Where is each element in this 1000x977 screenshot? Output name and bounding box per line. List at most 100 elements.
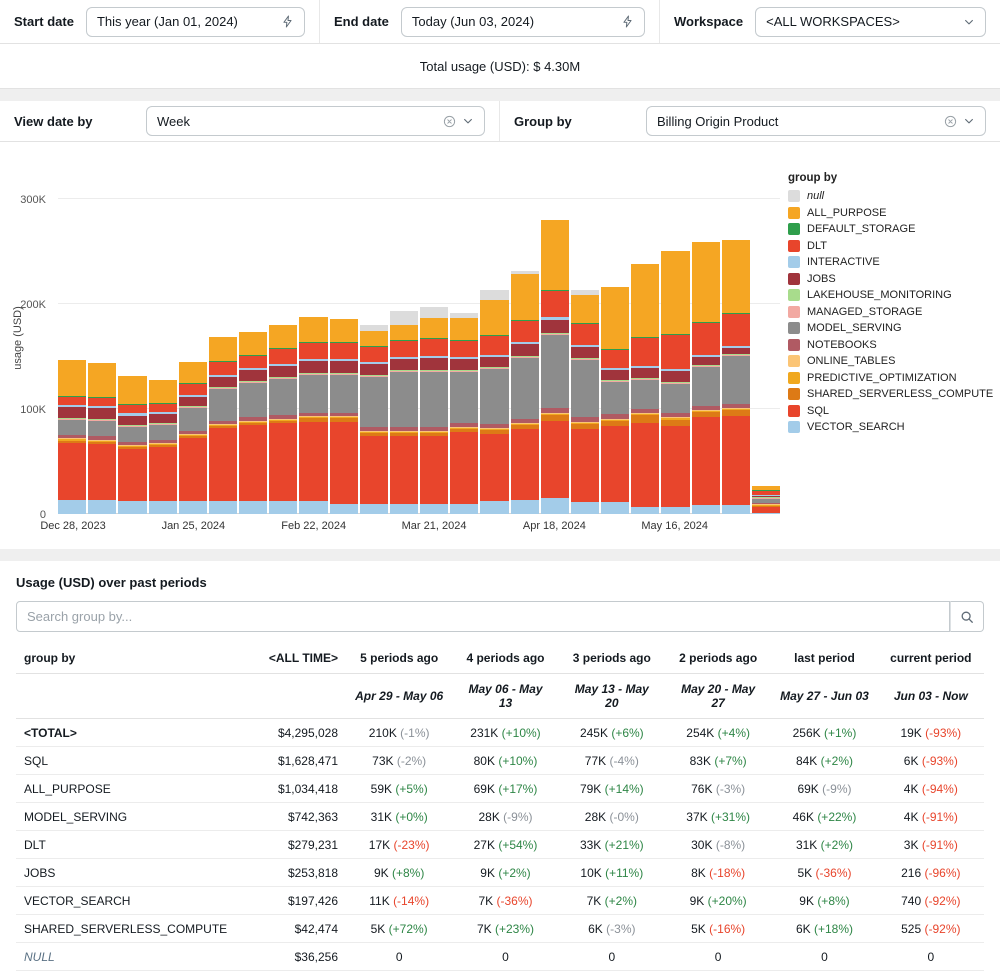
bar-stack[interactable] [751, 486, 781, 514]
x-tick-label: Apr 18, 2024 [522, 520, 586, 532]
bar-stack[interactable] [329, 318, 358, 514]
bar-segment [661, 333, 690, 335]
bar-segment [178, 362, 207, 383]
bar-stack[interactable] [510, 270, 539, 514]
bar-stack[interactable] [389, 310, 419, 514]
period-value-cell: 254K (+4%) [664, 718, 772, 747]
bar-segment [329, 360, 358, 374]
bar-stack[interactable] [691, 242, 720, 514]
bar-segment [148, 379, 177, 403]
column-header[interactable]: 5 periods ago [346, 643, 453, 674]
all-time-cell: $197,426 [222, 886, 346, 915]
period-delta: (+20%) [707, 893, 747, 908]
period-delta: (+23%) [494, 921, 535, 936]
column-header[interactable]: group by [16, 643, 222, 674]
bar-stack[interactable] [570, 289, 600, 514]
legend-item-DLT[interactable]: DLT [788, 239, 990, 252]
legend-item-null[interactable]: null [788, 190, 990, 202]
bar-segment [389, 432, 419, 434]
bar-segment [359, 503, 388, 514]
bar-stack[interactable] [601, 287, 630, 514]
table-row: NULL $36,256 0 0 0 0 0 0 [16, 942, 984, 971]
bar-segment [299, 501, 328, 514]
legend-item-MANAGED_STORAGE[interactable]: MANAGED_STORAGE [788, 305, 990, 318]
period-value: 6K [588, 921, 603, 936]
bar-stack[interactable] [239, 331, 268, 514]
legend-item-NOTEBOOKS[interactable]: NOTEBOOKS [788, 338, 990, 351]
group-name-cell: NULL [16, 942, 222, 971]
bar-stack[interactable] [88, 363, 117, 514]
start-date-input[interactable]: This year (Jan 01, 2024) [85, 6, 305, 37]
column-header[interactable]: 4 periods ago [452, 643, 559, 674]
bar-stack[interactable] [661, 250, 690, 514]
legend-item-JOBS[interactable]: JOBS [788, 272, 990, 285]
chevron-down-icon [965, 19, 973, 24]
bar-stack[interactable] [58, 359, 87, 514]
column-header[interactable]: 3 periods ago [558, 643, 665, 674]
workspace-select[interactable]: <ALL WORKSPACES> [755, 6, 986, 37]
chart-bars [58, 174, 781, 514]
bar-stack[interactable] [480, 289, 509, 514]
bar-stack[interactable] [631, 264, 660, 514]
period-value-cell: 9K (+8%) [771, 886, 878, 915]
bar-stack[interactable] [269, 325, 298, 514]
legend-item-DEFAULT_STORAGE[interactable]: DEFAULT_STORAGE [788, 223, 990, 235]
clear-icon[interactable] [443, 115, 456, 128]
bar-segment [450, 427, 479, 429]
column-header[interactable]: current period [877, 643, 984, 674]
bar-segment [661, 419, 690, 426]
bar-segment [389, 325, 419, 340]
bar-segment [389, 372, 419, 427]
all-time-cell: $36,256 [222, 942, 346, 971]
period-value-cell: 27K (+54%) [452, 830, 559, 859]
legend-item-MODEL_SERVING[interactable]: MODEL_SERVING [788, 322, 990, 334]
legend-swatch [788, 322, 800, 334]
bar-segment [631, 415, 660, 423]
bar-stack[interactable] [359, 325, 388, 514]
clear-icon[interactable] [944, 115, 957, 128]
column-header[interactable]: 2 periods ago [664, 643, 772, 674]
period-value-cell: 31K (+0%) [346, 802, 453, 831]
legend-item-PREDICTIVE_OPTIMIZATION[interactable]: PREDICTIVE_OPTIMIZATION [788, 371, 990, 384]
view-date-by-value: Week [157, 113, 190, 129]
period-value-cell: 5K (-16%) [664, 914, 772, 943]
end-date-input[interactable]: Today (Jun 03, 2024) [400, 6, 645, 37]
bar-stack[interactable] [178, 362, 207, 514]
bar-stack[interactable] [540, 220, 569, 514]
table-body: <TOTAL> $4,295,028 210K (-1%) 231K (+10%) 24… [16, 718, 984, 971]
search-button[interactable] [950, 601, 984, 632]
period-value-cell: 59K (+5%) [346, 774, 453, 803]
bar-segment [480, 369, 509, 424]
bar-stack[interactable] [299, 316, 328, 514]
bar-stack[interactable] [450, 312, 479, 514]
bar-segment [631, 413, 660, 415]
bar-stack[interactable] [721, 240, 750, 514]
legend-item-INTERACTIVE[interactable]: INTERACTIVE [788, 256, 990, 268]
period-delta: (-3%) [606, 921, 636, 936]
column-header[interactable]: <ALL TIME> [222, 643, 346, 674]
bar-segment [208, 361, 238, 375]
bar-stack[interactable] [148, 379, 177, 514]
legend-item-LAKEHOUSE_MONITORING[interactable]: LAKEHOUSE_MONITORING [788, 289, 990, 301]
bar-segment [540, 332, 569, 334]
legend-item-SHARED_SERVERLESS_COMPUTE[interactable]: SHARED_SERVERLESS_COMPUTE [788, 388, 993, 400]
bar-segment [691, 242, 720, 323]
period-value: 83K [689, 753, 711, 768]
bar-segment [601, 350, 630, 369]
bar-stack[interactable] [118, 375, 147, 514]
group-by-select[interactable]: Billing Origin Product [646, 106, 986, 136]
legend-swatch [788, 388, 800, 400]
bar-segment [299, 413, 328, 417]
bar-segment [88, 420, 117, 437]
column-header[interactable]: last period [771, 643, 878, 674]
legend-item-VECTOR_SEARCH[interactable]: VECTOR_SEARCH [788, 421, 990, 433]
legend-item-SQL[interactable]: SQL [788, 404, 990, 417]
table-row: <TOTAL> $4,295,028 210K (-1%) 231K (+10%) 24… [16, 718, 984, 747]
chart-plot [58, 174, 781, 514]
search-input[interactable] [16, 601, 950, 632]
view-date-by-select[interactable]: Week [146, 106, 485, 136]
legend-item-ALL_PURPOSE[interactable]: ALL_PURPOSE [788, 206, 990, 219]
bar-stack[interactable] [420, 307, 449, 514]
legend-item-ONLINE_TABLES[interactable]: ONLINE_TABLES [788, 355, 990, 367]
bar-stack[interactable] [208, 336, 238, 514]
